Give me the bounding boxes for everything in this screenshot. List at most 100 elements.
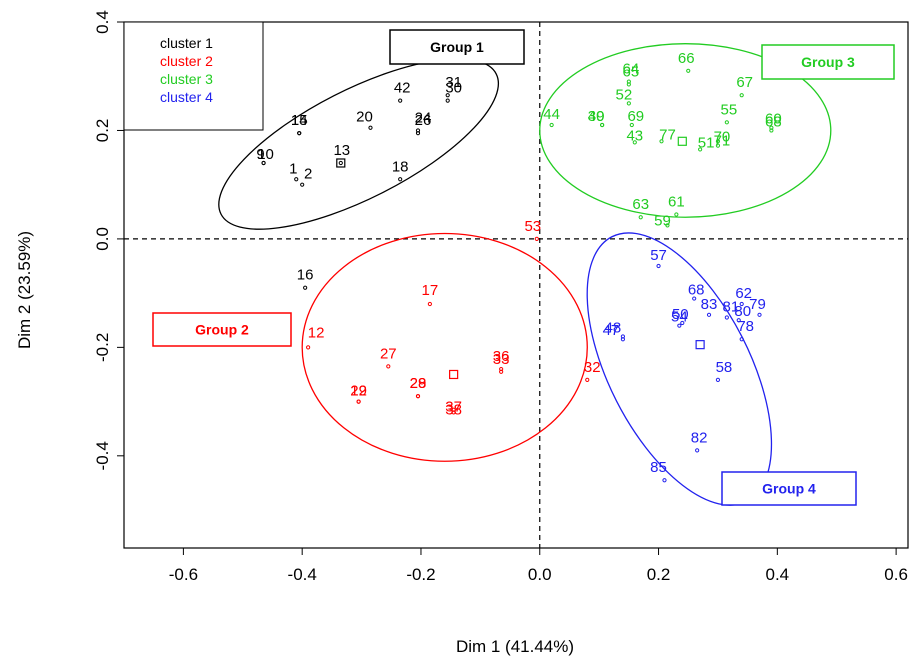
point-label: 28 bbox=[410, 375, 427, 392]
point-label: 27 bbox=[380, 345, 397, 362]
point-label: 64 bbox=[623, 61, 640, 78]
data-point bbox=[665, 223, 670, 228]
data-point bbox=[549, 122, 554, 128]
data-point bbox=[294, 177, 299, 182]
x-axis-title: Dim 1 (41.44%) bbox=[456, 637, 574, 656]
data-point bbox=[300, 182, 305, 187]
point-label: 79 bbox=[749, 296, 766, 313]
data-point bbox=[715, 143, 721, 148]
point-label: 48 bbox=[605, 320, 622, 337]
point-label: 70 bbox=[714, 128, 731, 145]
point-label: 55 bbox=[721, 101, 738, 118]
data-point bbox=[620, 334, 626, 339]
point-label: 69 bbox=[627, 108, 644, 125]
legend-entry: cluster 4 bbox=[160, 89, 213, 105]
y-tick-label: 0.0 bbox=[93, 227, 112, 251]
group-label-box bbox=[152, 312, 292, 347]
data-point bbox=[415, 394, 421, 399]
point-label: 62 bbox=[735, 285, 752, 302]
data-point bbox=[261, 160, 266, 166]
point-label: 57 bbox=[650, 247, 667, 264]
data-point bbox=[398, 177, 403, 182]
data-point bbox=[534, 236, 539, 242]
point-label: 29 bbox=[410, 375, 427, 392]
point-label: 36 bbox=[493, 348, 510, 365]
point-label: 50 bbox=[672, 306, 689, 323]
point-label: 71 bbox=[714, 133, 731, 150]
cluster-center-marker bbox=[336, 158, 346, 168]
point-label: 32 bbox=[584, 359, 601, 376]
point-label: 40 bbox=[588, 108, 605, 125]
point-label: 33 bbox=[493, 351, 510, 368]
point-label: 60 bbox=[765, 111, 782, 128]
group-label: Group 3 bbox=[801, 54, 855, 70]
data-point bbox=[297, 131, 302, 136]
group-label-box bbox=[389, 29, 525, 65]
point-label: 78 bbox=[737, 318, 754, 335]
point-label: 17 bbox=[422, 282, 439, 299]
cluster-center-marker bbox=[695, 340, 705, 350]
data-point bbox=[499, 369, 504, 374]
point-label: 44 bbox=[543, 106, 560, 123]
point-label: 59 bbox=[654, 212, 671, 229]
data-point bbox=[698, 147, 703, 152]
cluster-center-marker bbox=[449, 369, 459, 380]
point-label: 82 bbox=[691, 429, 708, 446]
data-point bbox=[757, 312, 762, 317]
point-label: 16 bbox=[297, 267, 314, 284]
group-label-box bbox=[721, 471, 857, 506]
point-label: 68 bbox=[688, 282, 705, 299]
data-point bbox=[626, 101, 631, 106]
data-point bbox=[692, 296, 697, 301]
group-label-box bbox=[761, 44, 895, 80]
point-label: 51 bbox=[698, 134, 715, 151]
data-point bbox=[739, 93, 744, 98]
legend-entry: cluster 1 bbox=[160, 35, 213, 51]
data-point bbox=[769, 128, 774, 133]
data-point bbox=[677, 323, 682, 328]
data-point bbox=[662, 478, 667, 483]
y-tick-label: 0.2 bbox=[93, 119, 112, 143]
data-point bbox=[739, 337, 744, 342]
x-tick-label: 0.4 bbox=[766, 565, 790, 584]
x-tick-label: -0.6 bbox=[169, 565, 198, 584]
data-point bbox=[724, 120, 729, 125]
point-label: 30 bbox=[445, 80, 462, 97]
point-label: 31 bbox=[445, 74, 462, 91]
data-point bbox=[674, 212, 679, 217]
cluster-ellipse bbox=[301, 232, 588, 462]
point-label: 12 bbox=[308, 324, 325, 341]
y-tick-label: -0.4 bbox=[93, 441, 112, 470]
data-point bbox=[659, 139, 664, 144]
point-label: 66 bbox=[678, 50, 695, 67]
point-label: 2 bbox=[304, 166, 312, 183]
cluster-center-marker bbox=[677, 136, 687, 146]
point-label: 15 bbox=[291, 112, 308, 129]
cluster-ellipse bbox=[539, 43, 832, 218]
point-label: 18 bbox=[392, 158, 409, 175]
x-tick-label: 0.6 bbox=[884, 565, 908, 584]
plot-area: -0.6 -0.4 -0.2 0.0 0.2 0.4 0.6 -0.4 -0.2 0.0 0.2 0.… bbox=[93, 10, 909, 584]
group-label: Group 4 bbox=[762, 481, 816, 497]
data-point bbox=[736, 318, 741, 323]
point-label: 81 bbox=[723, 299, 740, 316]
data-point bbox=[445, 98, 450, 103]
data-point bbox=[686, 68, 691, 73]
plot-frame bbox=[123, 21, 909, 549]
point-label: 65 bbox=[623, 63, 640, 80]
data-point bbox=[715, 377, 721, 382]
data-point bbox=[638, 215, 643, 220]
point-label: 14 bbox=[291, 112, 308, 129]
data-point bbox=[338, 160, 343, 166]
data-point bbox=[600, 122, 605, 128]
data-point bbox=[306, 345, 311, 350]
data-point bbox=[356, 399, 361, 404]
data-point bbox=[445, 93, 450, 98]
point-label: 24 bbox=[415, 109, 432, 126]
data-point bbox=[398, 98, 403, 103]
data-point bbox=[427, 301, 432, 307]
point-label: 26 bbox=[415, 112, 432, 129]
data-point bbox=[680, 320, 685, 326]
legend-box bbox=[123, 21, 264, 131]
